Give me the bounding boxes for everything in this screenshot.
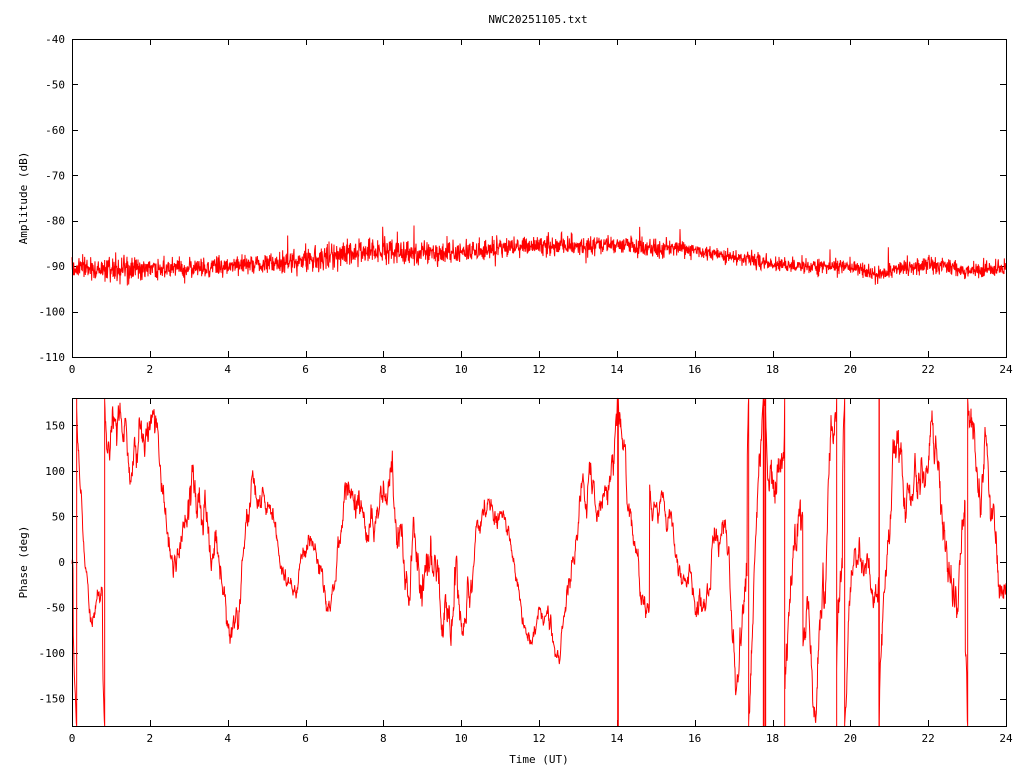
x-tick-label: 12 [532,363,545,376]
x-tick-label: 18 [766,363,779,376]
y-tick-label: 150 [45,419,65,432]
x-tick-label: 0 [69,363,76,376]
x-tick-label: 2 [147,732,154,745]
phase-axis-labels: 0 2 4 6 8 10 12 14 16 18 20 22 24150100500-50-100-15… [39,419,1013,745]
x-tick-label: 14 [610,363,624,376]
x-tick-label: 24 [999,732,1013,745]
x-tick-label: 20 [844,363,857,376]
x-tick-label: 10 [455,363,468,376]
y-tick-label: -90 [45,260,65,273]
x-tick-label: 6 [302,732,309,745]
y-tick-label: -100 [39,647,66,660]
y-tick-label: 0 [58,556,65,569]
x-tick-label: 8 [380,732,387,745]
x-tick-label: 8 [380,363,387,376]
phase-plot-frame [72,398,1007,727]
time-x-axis-label: Time (UT) [509,753,569,766]
x-tick-label: 12 [532,732,545,745]
y-tick-label: -150 [39,693,66,706]
y-tick-label: 100 [45,465,65,478]
y-tick-label: -110 [39,351,66,364]
y-tick-label: 50 [52,510,65,523]
phase-series-line [71,397,1007,727]
x-tick-label: 16 [688,363,701,376]
x-tick-label: 20 [844,732,857,745]
y-tick-label: -80 [45,215,65,228]
amplitude-y-axis-label: Amplitude (dB) [17,152,30,245]
x-tick-label: 18 [766,732,779,745]
x-tick-label: 14 [610,732,624,745]
y-tick-label: -50 [45,78,65,91]
amplitude-plot-frame [72,39,1007,358]
y-tick-label: -70 [45,169,65,182]
x-tick-label: 24 [999,363,1013,376]
y-tick-label: -50 [45,602,65,615]
phase-panel: 0 2 4 6 8 10 12 14 16 18 20 22 24150100500-50-100-15… [17,397,1013,766]
x-tick-label: 22 [922,732,935,745]
x-tick-label: 2 [147,363,154,376]
amplitude-panel: 0 2 4 6 8 10 12 14 16 18 20 22 24-40-50-60-70-80-90-… [17,33,1013,376]
x-tick-label: 0 [69,732,76,745]
amplitude-axis-labels: 0 2 4 6 8 10 12 14 16 18 20 22 24-40-50-60-70-80-90-… [39,33,1013,376]
y-tick-label: -60 [45,124,65,137]
x-tick-label: 6 [302,363,309,376]
y-tick-label: -100 [39,306,66,319]
chart-title: NWC20251105.txt [488,13,587,26]
x-tick-label: 10 [455,732,468,745]
amplitude-series-line [71,225,1007,286]
x-tick-label: 16 [688,732,701,745]
x-tick-label: 4 [224,732,231,745]
phase-y-axis-label: Phase (deg) [17,526,30,599]
x-tick-label: 4 [224,363,231,376]
y-tick-label: -40 [45,33,65,46]
x-tick-label: 22 [922,363,935,376]
